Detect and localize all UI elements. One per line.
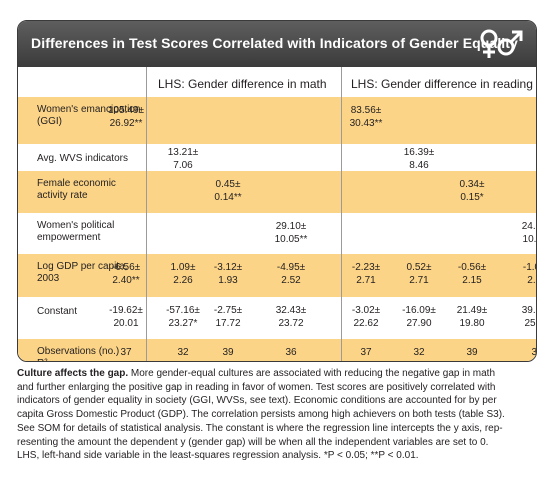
table-cell: -2.23± 2.71	[351, 262, 381, 286]
table-cell: 32 0.14	[409, 347, 428, 361]
table-cell: 24.35± 10.86*	[521, 221, 537, 245]
results-table-panel: Differences in Test Scores Correlated wi…	[17, 20, 537, 362]
caption-line: capita Gross Domestic Product (GDP). The…	[17, 409, 505, 421]
row-label: Avg. WVS indicators	[37, 153, 128, 164]
table-row: Women's political empowerment 29.10± 10.0…	[18, 213, 536, 254]
table-cell: 0.45± 0.14**	[214, 179, 242, 203]
caption-lead: Culture affects the gap.	[17, 368, 129, 379]
row-label: Women's political empowerment	[37, 220, 115, 243]
table-cell: -0.56± 2.15	[457, 262, 487, 286]
caption-line: and further enlarging the positive gap i…	[17, 381, 496, 393]
table-cell: 32 0.15	[173, 347, 192, 361]
table-row: Avg. WVS indicators 13.21± 7.06 16.39± 8.4…	[18, 144, 536, 171]
table-cell: 13.21± 7.06	[167, 147, 199, 171]
table-row: Women's emancipation (GGI) 105.49± 26.92*…	[18, 97, 536, 144]
table-cell: 105.49± 26.92**	[107, 105, 145, 129]
table-row: Constant -19.62± 20.01 -57.16± 23.27* -2.75…	[18, 297, 536, 339]
divider-middle	[341, 67, 342, 361]
table-cell: 36 0.21	[281, 347, 300, 361]
table-cell: -57.16± 23.27*	[166, 305, 200, 329]
table-cell: 37 0.20	[356, 347, 375, 361]
caption-line: indicators of gender equality in society…	[17, 395, 497, 407]
table-cell: -19.62± 20.01	[109, 305, 143, 329]
table-cell: 37 0.32	[116, 347, 135, 361]
table-cell: 36 0.15	[527, 347, 537, 361]
gender-symbols-icon	[480, 29, 523, 58]
table-cell: 39 0.12	[462, 347, 481, 361]
table-row: Observations (no.) R²37 0.32 32 0.15 39 0.…	[18, 339, 537, 361]
table-cell: -16.09± 27.90	[402, 305, 436, 329]
row-label: Observations (no.) R²	[37, 346, 120, 361]
reading-column-header: LHS: Gender difference in reading	[351, 77, 533, 91]
title-bar: Differences in Test Scores Correlated wi…	[18, 21, 536, 67]
table-cell: -3.02± 22.62	[351, 305, 381, 329]
divider-label	[146, 67, 147, 361]
table-row: Female economic activity rate 0.45± 0.14*…	[18, 171, 536, 213]
table-row: Log GDP per capita, 2003 -6.56± 2.40** 1.0…	[18, 254, 536, 297]
table-cell: -6.56± 2.40**	[111, 262, 141, 286]
row-label: Women's emancipation (GGI)	[37, 104, 141, 127]
table-cell: -2.75± 17.72	[213, 305, 243, 329]
table-cell: 21.49± 19.80	[456, 305, 488, 329]
table-cell: 83.56± 30.43**	[349, 105, 383, 129]
table-cell: 0.34± 0.15*	[459, 179, 485, 203]
caption-line: resenting the amount the dependent y (ge…	[17, 436, 489, 448]
caption-line: See SOM for details of statistical analy…	[17, 422, 503, 434]
table-cell: 0.52± 2.71	[406, 262, 432, 286]
table-cell: 29.10± 10.05**	[274, 221, 308, 245]
table-title: Differences in Test Scores Correlated wi…	[31, 35, 518, 51]
table-cell: -1.06± 2.73	[522, 262, 536, 286]
row-label: Log GDP per capita, 2003	[37, 261, 128, 284]
table-cell: -3.12± 1.93	[213, 262, 243, 286]
table-cell: 39.03± 25.63	[521, 305, 536, 329]
table-cell: -4.95± 2.52	[276, 262, 306, 286]
row-label: Female economic activity rate	[37, 178, 116, 201]
table-cell: 39 0.23	[218, 347, 237, 361]
row-label: Constant	[37, 306, 78, 317]
caption-line: LHS, left-hand side variable in the leas…	[17, 450, 419, 462]
math-column-header: LHS: Gender difference in math	[158, 77, 327, 91]
table-cell: 16.39± 8.46	[403, 147, 435, 171]
table-cell: 32.43± 23.72	[275, 305, 307, 329]
figure-caption: Culture affects the gap. More gender-equ…	[17, 367, 537, 463]
column-headers: LHS: Gender difference in math LHS: Gend…	[18, 67, 536, 97]
caption-line: Culture affects the gap. More gender-equ…	[17, 368, 496, 379]
table-cell: 1.09± 2.26	[170, 262, 196, 286]
